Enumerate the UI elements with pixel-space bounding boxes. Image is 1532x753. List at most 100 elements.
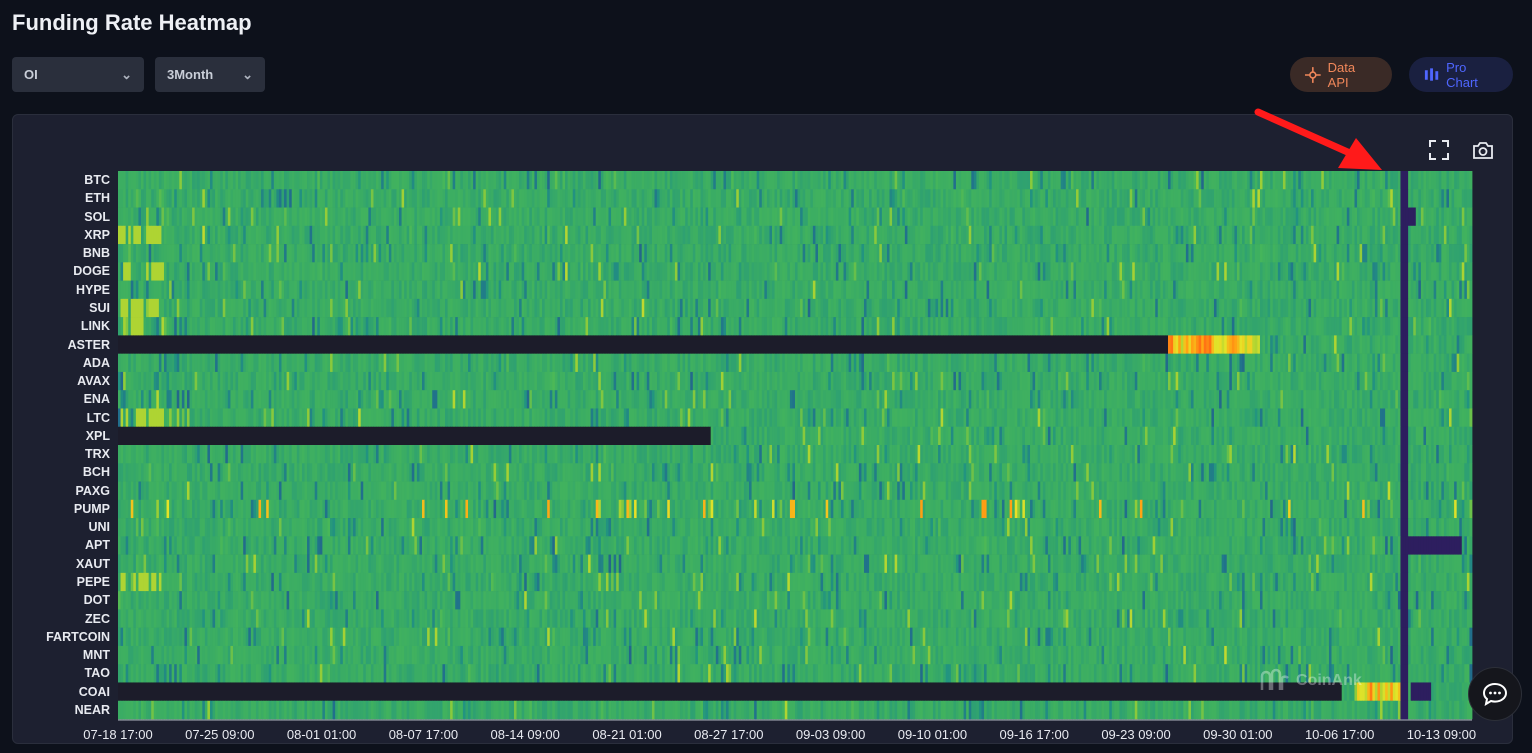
heatmap-cell (416, 262, 420, 281)
heatmap-cell (1362, 171, 1366, 190)
heatmap-cell (871, 189, 875, 208)
heatmap-cell (1027, 280, 1031, 300)
heatmap-cell (1280, 171, 1284, 190)
heatmap-cell (1408, 189, 1412, 208)
heatmap-cell (347, 317, 351, 336)
heatmap-cell (950, 171, 954, 190)
heatmap-cell (138, 189, 142, 208)
data-api-button[interactable]: Data API (1290, 57, 1392, 92)
heatmap-cell (697, 262, 701, 281)
heatmap-cell (549, 225, 553, 245)
heatmap-cell (1055, 207, 1059, 227)
camera-icon[interactable] (1472, 139, 1494, 161)
heatmap-cell (342, 225, 346, 245)
heatmap-cell (1454, 298, 1458, 318)
heatmap-cell (774, 244, 778, 263)
heatmap-cell (746, 244, 750, 263)
heatmap-cell (1285, 298, 1289, 318)
heatmap-cell (209, 189, 213, 208)
heatmap-cell (524, 244, 528, 263)
heatmap-cell (649, 244, 653, 263)
heatmap-cell (1433, 317, 1437, 336)
heatmap-cell (886, 189, 890, 208)
heatmap-cell (1385, 171, 1389, 190)
heatmap-cell (570, 298, 574, 318)
fullscreen-icon[interactable] (1428, 139, 1450, 161)
heatmap-cell (685, 225, 689, 245)
heatmap-cell (1032, 244, 1036, 263)
heatmap-cell (922, 298, 926, 318)
heatmap-cell (309, 171, 313, 190)
heatmap-cell (447, 225, 451, 245)
heatmap-cell (181, 335, 185, 354)
heatmap-cell (498, 225, 502, 245)
heatmap-cell (731, 207, 735, 227)
heatmap-cell (856, 171, 860, 190)
heatmap-cell (634, 298, 637, 318)
heatmap-cell (281, 244, 285, 263)
range-select[interactable]: 3Month ⌄ (155, 57, 265, 92)
heatmap-cell (347, 280, 351, 300)
heatmap-cell (1055, 280, 1059, 300)
heatmap-cell (927, 317, 931, 336)
heatmap-cell (1234, 298, 1238, 318)
heatmap-cell (708, 207, 712, 227)
heatmap-cell (930, 244, 934, 263)
heatmap-cell (284, 298, 288, 318)
heatmap-cell (1242, 280, 1246, 300)
heatmap-cell (1147, 225, 1151, 245)
pro-chart-button[interactable]: Pro Chart (1409, 57, 1513, 92)
heatmap-cell (955, 244, 959, 263)
heatmap-cell (820, 189, 824, 208)
heatmap-cell (197, 335, 201, 354)
heatmap-cell (1145, 280, 1148, 300)
heatmap-cell (437, 317, 441, 336)
heatmap-cell (143, 280, 147, 300)
heatmap-cell (186, 280, 190, 300)
heatmap-cell (1073, 317, 1077, 336)
heatmap-cell (276, 262, 280, 281)
heatmap-cell (680, 189, 683, 208)
heatmap-cell (1364, 207, 1368, 227)
metric-select[interactable]: OI ⌄ (12, 57, 144, 92)
heatmap-cell (1464, 189, 1468, 208)
heatmap-cell (1420, 262, 1424, 281)
heatmap-cell (273, 244, 277, 263)
heatmap-cell (749, 225, 752, 245)
heatmap-cell (710, 317, 714, 336)
heatmap-cell (690, 280, 694, 300)
heatmap-cell (194, 280, 198, 300)
heatmap-cell (345, 225, 349, 245)
heatmap-cell (1267, 317, 1271, 336)
heatmap-cell (961, 262, 965, 281)
heatmap-cell (823, 298, 827, 318)
heatmap-cell (130, 262, 134, 281)
heatmap-cell (966, 171, 970, 190)
heatmap-cell (636, 171, 640, 190)
heatmap-cell (608, 280, 612, 300)
heatmap-cell (125, 207, 129, 227)
heatmap-cell (554, 280, 558, 300)
heatmap-cell (935, 207, 939, 227)
heatmap-cell (452, 189, 456, 208)
heatmap-cell (1300, 280, 1304, 300)
heatmap-cell (278, 225, 282, 245)
heatmap-cell (685, 207, 689, 227)
heatmap-cell (1216, 225, 1220, 245)
heatmap-cell (143, 189, 147, 208)
heatmap-cell (327, 225, 331, 245)
heatmap-cell (618, 317, 622, 336)
heatmap-cell (478, 207, 482, 227)
heatmap-cell (680, 244, 683, 263)
heatmap-cell (565, 244, 569, 263)
heatmap-cell (1231, 317, 1235, 336)
heatmap-cell (148, 225, 152, 245)
heatmap-cell (1104, 189, 1108, 208)
heatmap-cell (1426, 317, 1429, 336)
heatmap-cell (1408, 280, 1412, 300)
heatmap-cell (897, 171, 901, 190)
heatmap-cell (317, 280, 321, 300)
heatmap-cell (363, 298, 367, 318)
heatmap-cell (1226, 280, 1230, 300)
heatmap-cell (720, 262, 724, 281)
